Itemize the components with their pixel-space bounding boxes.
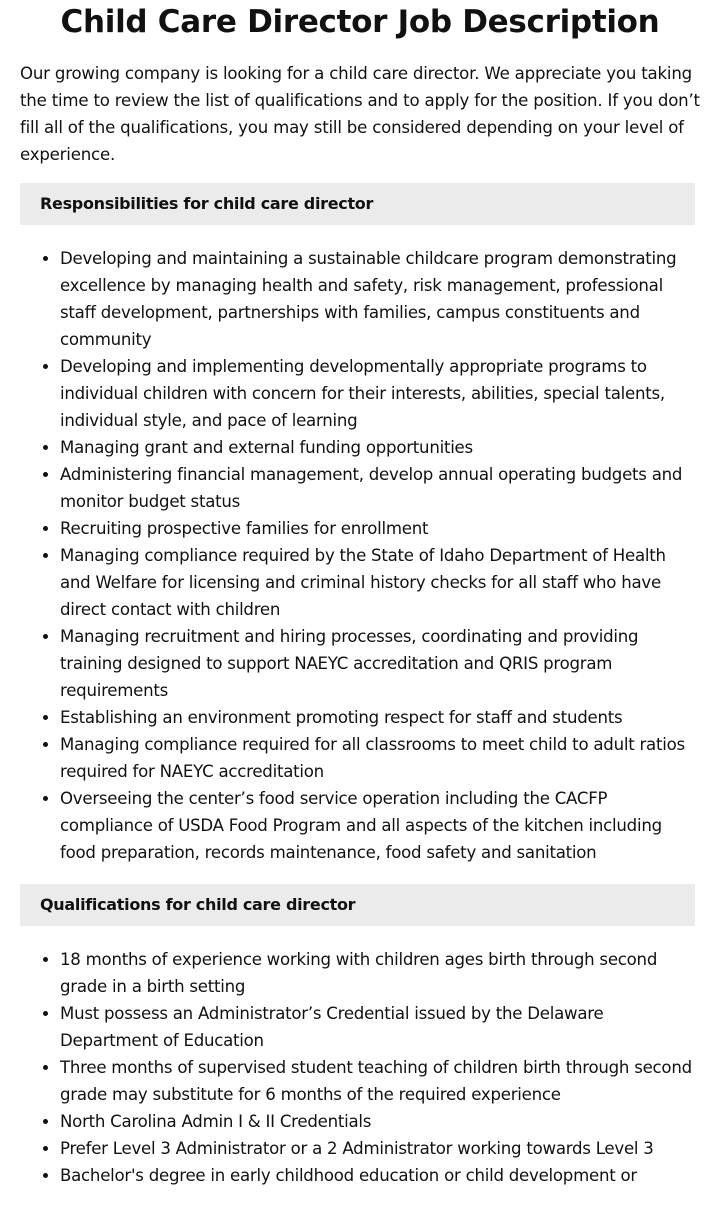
list-item: Developing and maintaining a sustainable… xyxy=(60,245,700,353)
page-title: Child Care Director Job Description xyxy=(60,4,660,40)
list-item: Prefer Level 3 Administrator or a 2 Admi… xyxy=(60,1135,700,1162)
list-item: Recruiting prospective families for enro… xyxy=(60,515,700,542)
responsibilities-list: Developing and maintaining a sustainable… xyxy=(0,245,700,866)
list-item: Administering financial management, deve… xyxy=(60,461,700,515)
list-item: Managing compliance required by the Stat… xyxy=(60,542,700,623)
list-item: Managing recruitment and hiring processe… xyxy=(60,623,700,704)
list-item: Managing compliance required for all cla… xyxy=(60,731,700,785)
list-item: Developing and implementing developmenta… xyxy=(60,353,700,434)
qualifications-heading: Qualifications for child care director xyxy=(20,884,695,926)
qualifications-list: 18 months of experience working with chi… xyxy=(0,946,700,1189)
list-item: Must possess an Administrator’s Credenti… xyxy=(60,1000,700,1054)
list-item: Managing grant and external funding oppo… xyxy=(60,434,700,461)
intro-paragraph: Our growing company is looking for a chi… xyxy=(20,64,700,164)
list-item: Three months of supervised student teach… xyxy=(60,1054,700,1108)
list-item: Establishing an environment promoting re… xyxy=(60,704,700,731)
list-item: Bachelor's degree in early childhood edu… xyxy=(60,1162,700,1189)
list-item: 18 months of experience working with chi… xyxy=(60,946,700,1000)
list-item: Overseeing the center’s food service ope… xyxy=(60,785,700,866)
list-item: North Carolina Admin I & II Credentials xyxy=(60,1108,700,1135)
responsibilities-heading: Responsibilities for child care director xyxy=(20,183,695,225)
